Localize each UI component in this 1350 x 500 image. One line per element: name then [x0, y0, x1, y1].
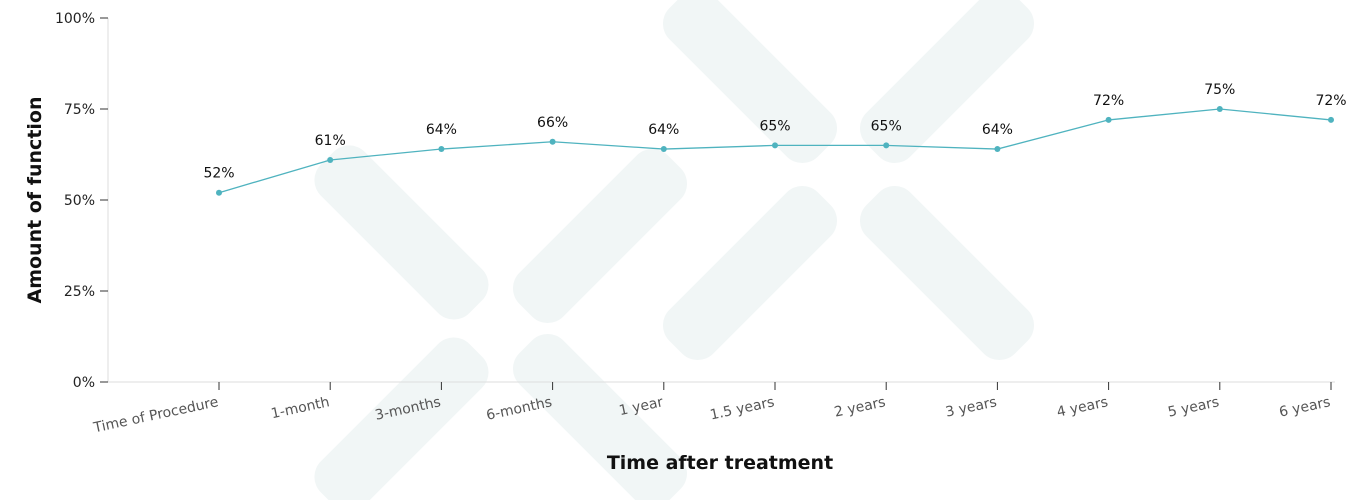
x-axis: Time of Procedure 1-month 3-months 6-months… [91, 381, 1335, 437]
data-label: 64% [426, 122, 457, 138]
x-tick-label: 5 years [1167, 394, 1221, 420]
x-tick-label: 1.5 years [709, 394, 776, 423]
y-axis-title: Amount of function [24, 97, 46, 304]
data-point [1328, 116, 1334, 123]
x-tick-label: 3 years [944, 394, 998, 420]
x-tick-label: 1 year [618, 394, 665, 419]
data-point [327, 156, 334, 163]
data-label: 61% [315, 133, 346, 149]
data-label: 66% [537, 115, 568, 131]
data-label: 75% [1204, 82, 1235, 98]
watermark-logo [314, 0, 1035, 500]
x-tick-label: Time of Procedure [91, 394, 220, 436]
data-label: 52% [203, 166, 234, 182]
x-tick-label: 1-month [270, 394, 331, 422]
series-line-group: 52% 61% 64% 66% 64% 65% 65% 64% 72% 75% 72% [203, 82, 1347, 196]
data-point [883, 142, 890, 149]
x-tick-label: 4 years [1055, 394, 1109, 420]
data-point [660, 146, 667, 153]
data-point [1216, 106, 1223, 112]
y-tick-label: 0% [73, 375, 95, 391]
data-label: 65% [871, 118, 902, 134]
data-point [994, 146, 1001, 153]
y-axis: 0% 25% 50% 75% 100% [55, 11, 109, 391]
data-point [772, 142, 778, 149]
data-label: 72% [1093, 93, 1124, 109]
data-label: 65% [759, 118, 790, 134]
data-label: 64% [648, 122, 679, 138]
x-axis-title: Time after treatment [607, 452, 833, 474]
x-tick-label: 2 years [833, 394, 887, 420]
data-point [549, 138, 556, 145]
x-tick-label: 6-months [485, 394, 554, 424]
y-tick-label: 25% [64, 284, 95, 300]
y-tick-label: 100% [55, 11, 95, 27]
data-point [1105, 116, 1112, 123]
data-label: 64% [982, 122, 1013, 138]
y-tick-label: 75% [64, 102, 95, 118]
data-label: 72% [1315, 93, 1346, 109]
data-point [216, 189, 222, 196]
x-tick-label: 6 years [1278, 394, 1332, 420]
y-tick-label: 50% [64, 193, 95, 209]
data-point [438, 146, 445, 153]
